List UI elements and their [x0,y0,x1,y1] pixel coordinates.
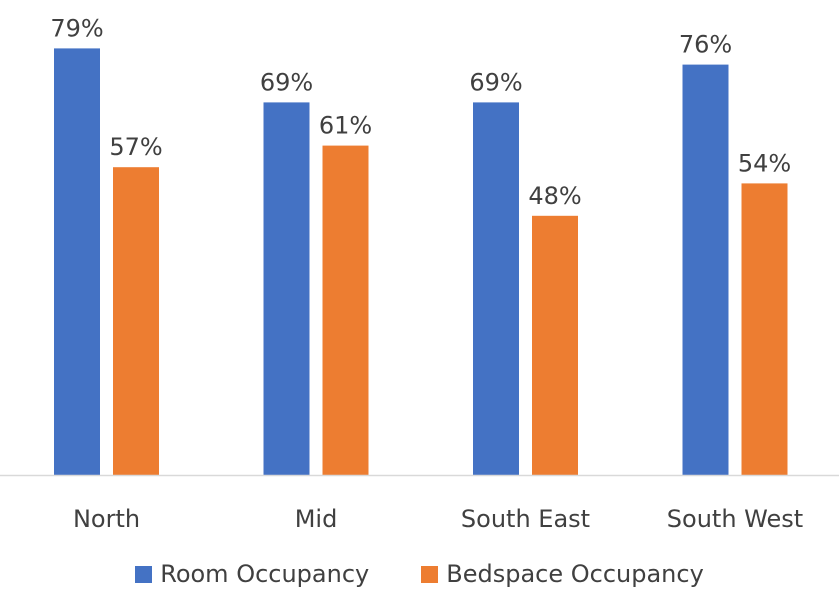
legend-item-bedspace-occupancy: Bedspace Occupancy [421,560,704,588]
legend: Room Occupancy Bedspace Occupancy [0,560,839,588]
legend-label-room-occupancy: Room Occupancy [160,560,370,588]
data-label-room-occupancy: 79% [50,14,103,42]
legend-item-room-occupancy: Room Occupancy [135,560,369,588]
data-label-bedspace-occupancy: 57% [109,133,162,161]
bar-room-occupancy [682,64,729,475]
data-label-bedspace-occupancy: 61% [319,112,372,140]
data-label-room-occupancy: 76% [679,31,732,59]
bar-bedspace-occupancy [322,145,369,475]
legend-swatch-bedspace-occupancy [421,565,439,583]
data-label-bedspace-occupancy: 54% [738,149,791,177]
data-label-room-occupancy: 69% [260,68,313,96]
x-tick-label: South East [461,505,590,533]
x-tick-label: Mid [295,505,338,533]
bar-room-occupancy [473,102,519,476]
x-tick-label: North [73,505,140,533]
legend-swatch-room-occupancy [135,565,153,583]
legend-label-bedspace-occupancy: Bedspace Occupancy [446,560,704,588]
bar-bedspace-occupancy [113,167,159,475]
bar-room-occupancy [54,48,100,476]
data-label-room-occupancy: 69% [469,68,522,96]
bar-room-occupancy [263,102,310,476]
bar-bedspace-occupancy [532,215,578,476]
data-label-bedspace-occupancy: 48% [528,182,581,210]
bar-bedspace-occupancy [741,183,788,475]
x-tick-label: South West [667,505,803,533]
